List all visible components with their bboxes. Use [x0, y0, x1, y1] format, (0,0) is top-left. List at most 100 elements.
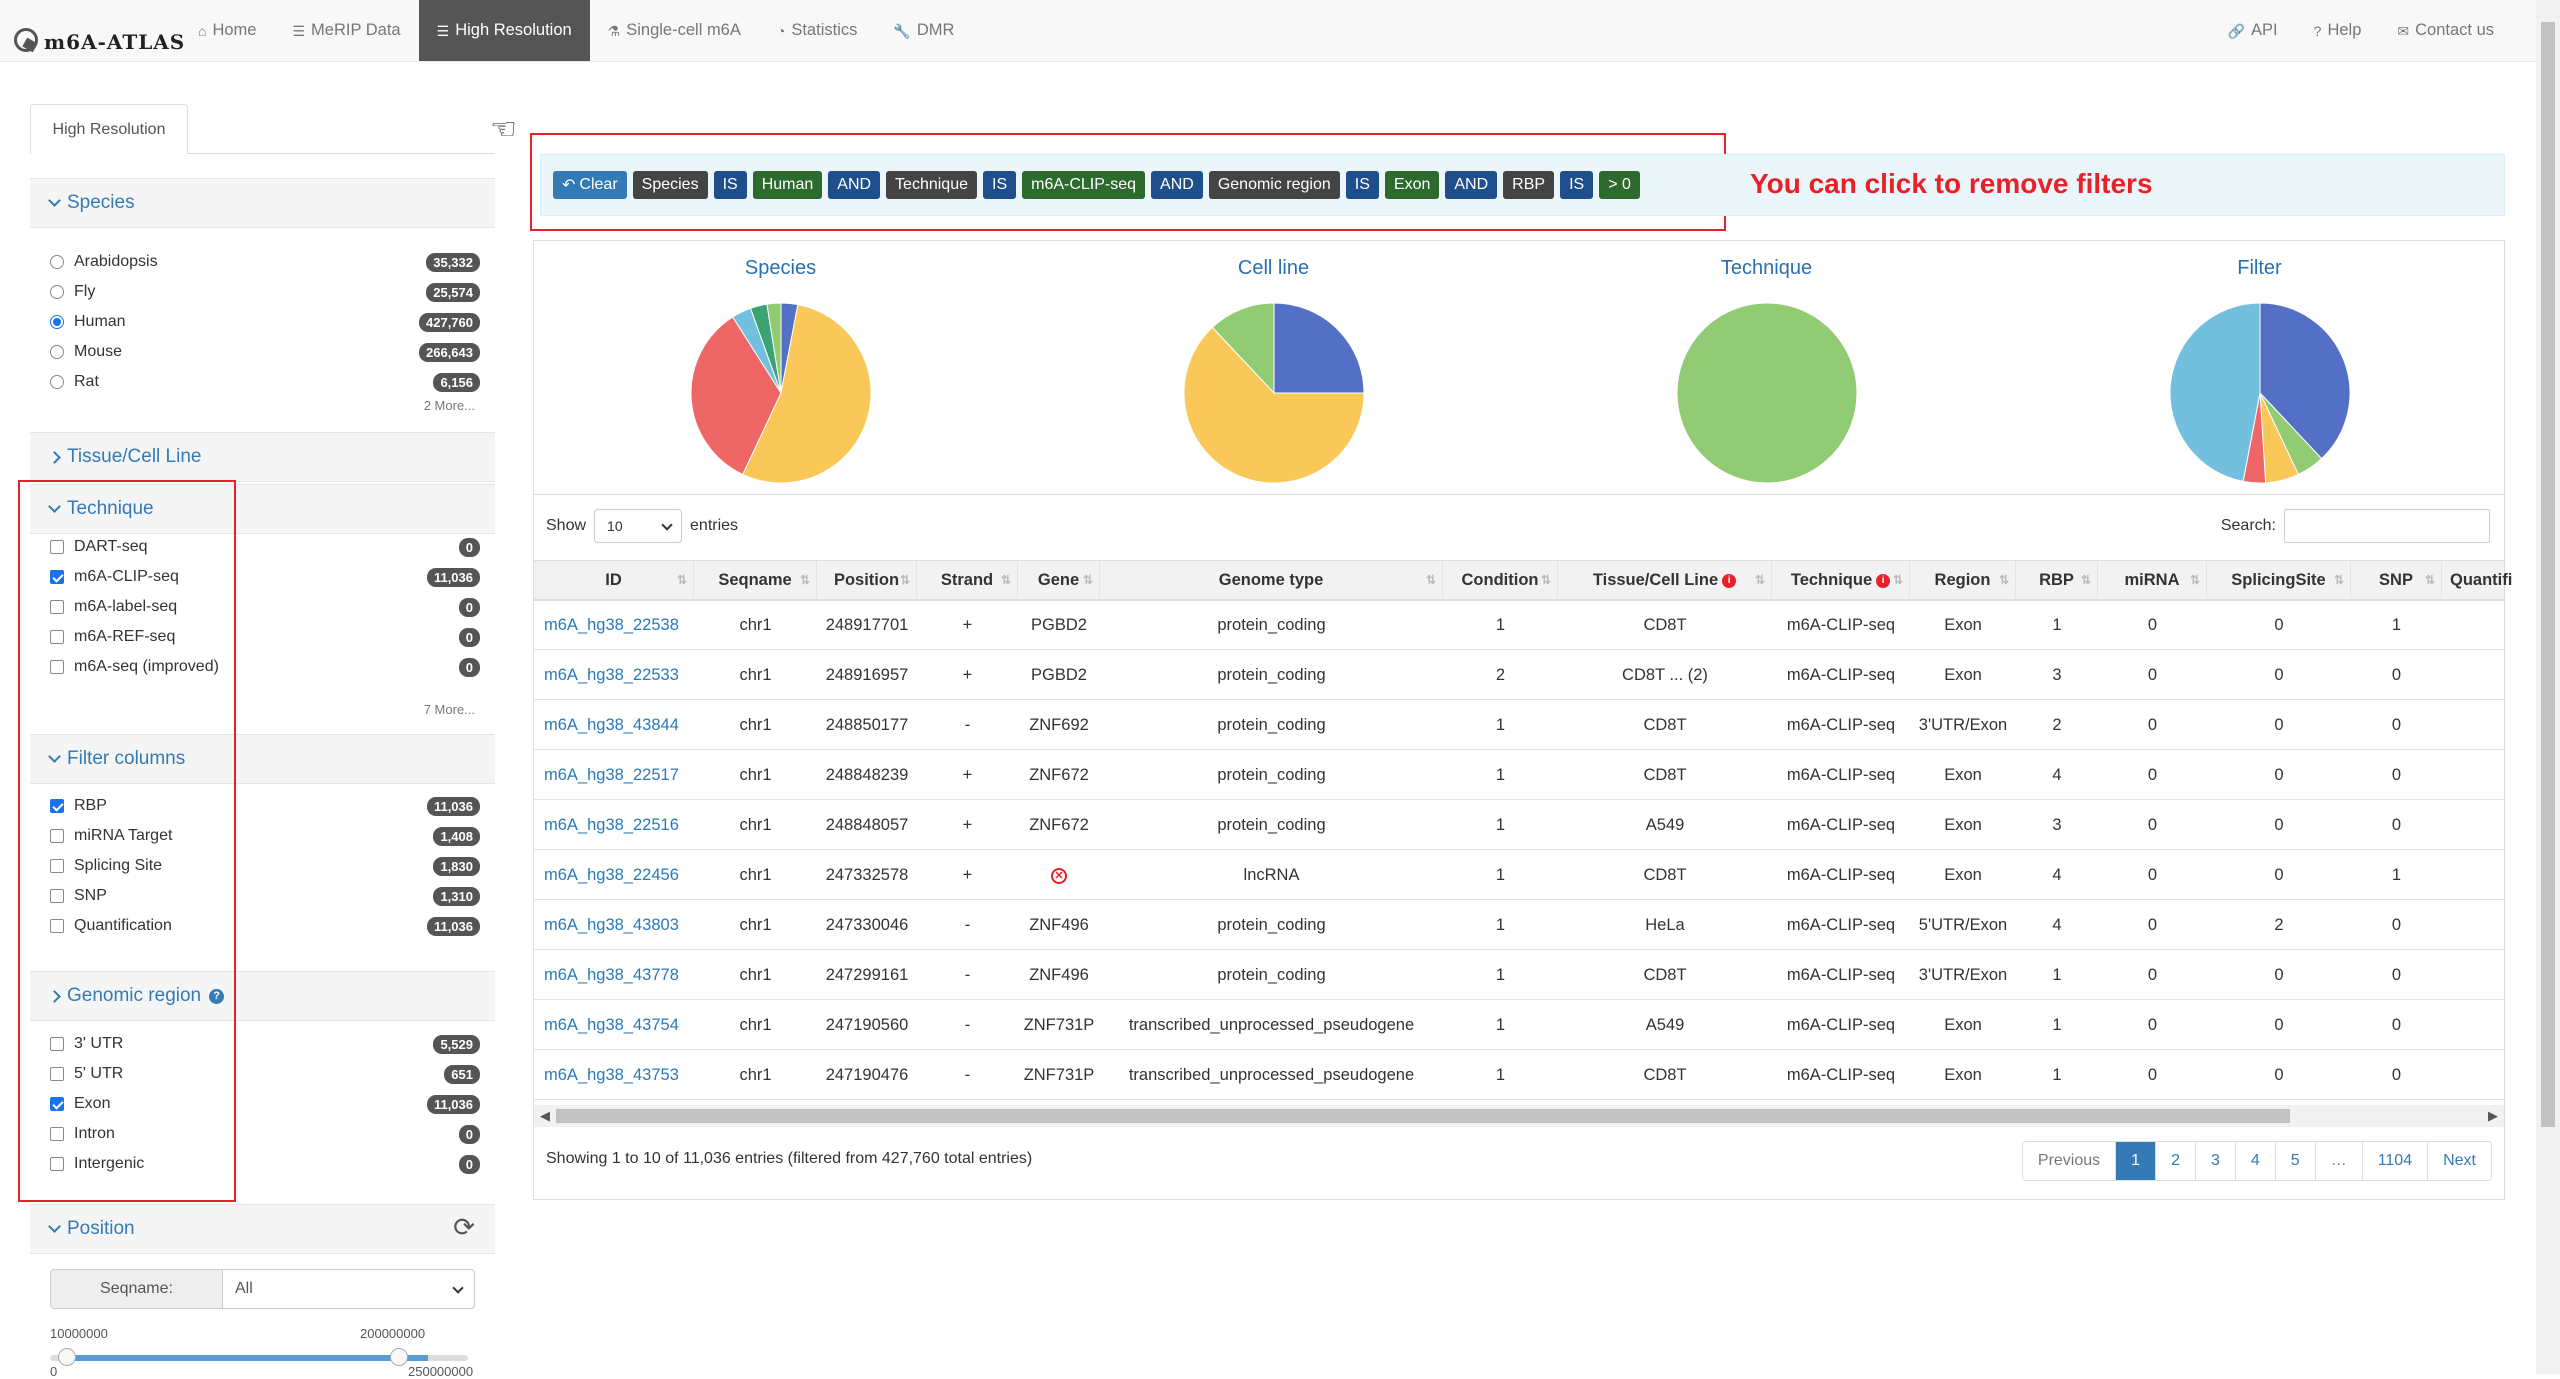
row-id-link[interactable]: m6A_hg38_22538 — [544, 616, 679, 634]
seqname-select[interactable]: All — [223, 1270, 474, 1308]
option-technique-m6a-clip-seq[interactable]: m6A-CLIP-seq 11,036 — [50, 562, 480, 592]
scroll-right-icon[interactable]: ▶ — [2488, 1108, 2498, 1123]
option-technique-m6a-ref-seq[interactable]: m6A-REF-seq 0 — [50, 622, 480, 652]
row-id-link[interactable]: m6A_hg38_43753 — [544, 1066, 679, 1084]
column-header-technique[interactable]: Technique i ⇅ — [1772, 561, 1910, 600]
column-header-condition[interactable]: Condition ⇅ — [1443, 561, 1558, 600]
filter-chip-clear[interactable]: ↶ Clear — [553, 171, 627, 199]
scroll-left-icon[interactable]: ◀ — [540, 1108, 550, 1123]
sort-icon[interactable]: ⇅ — [2080, 573, 2091, 587]
page-button[interactable]: 4 — [2235, 1142, 2276, 1180]
checkbox[interactable] — [50, 570, 64, 584]
filter-chip-and[interactable]: AND — [1151, 171, 1203, 199]
nav-contact-us[interactable]: ✉ Contact us — [2379, 0, 2512, 61]
nav-home[interactable]: ⌂ Home — [180, 0, 274, 61]
option-species-fly[interactable]: Fly 25,574 — [50, 277, 480, 307]
sort-icon[interactable]: ⇅ — [1082, 573, 1093, 587]
section-position[interactable]: Position — [30, 1204, 495, 1254]
option-genomic_region-intergenic[interactable]: Intergenic 0 — [50, 1149, 480, 1179]
option-filter_columns-rbp[interactable]: RBP 11,036 — [50, 791, 480, 821]
next-page-button[interactable]: Next — [2428, 1142, 2491, 1180]
row-id-link[interactable]: m6A_hg38_43778 — [544, 966, 679, 984]
pie-slice[interactable] — [742, 304, 872, 484]
option-technique-m6a-label-seq[interactable]: m6A-label-seq 0 — [50, 592, 480, 622]
filter-chip-is[interactable]: IS — [1345, 171, 1379, 199]
checkbox[interactable] — [50, 630, 64, 644]
checkbox[interactable] — [50, 1127, 64, 1141]
filter-chip-and[interactable]: AND — [1445, 171, 1498, 199]
option-technique-dart-seq[interactable]: DART-seq 0 — [50, 532, 480, 562]
option-genomic_region-3-utr[interactable]: 3' UTR 5,529 — [50, 1029, 480, 1059]
brand-logo[interactable]: m6A-ATLAS — [14, 8, 185, 54]
nav-api[interactable]: 🔗 API — [2210, 0, 2296, 61]
pie-slice[interactable] — [2169, 302, 2261, 482]
checkbox[interactable] — [50, 1067, 64, 1081]
option-species-arabidopsis[interactable]: Arabidopsis 35,332 — [50, 247, 480, 277]
checkbox[interactable] — [50, 799, 64, 813]
filter-chip-is[interactable]: IS — [713, 171, 747, 199]
column-header-region[interactable]: Region ⇅ — [1910, 561, 2016, 600]
nav-dmr[interactable]: 🔧 DMR — [875, 0, 972, 61]
species-more-link[interactable]: 2 More... — [423, 398, 475, 413]
checkbox[interactable] — [50, 600, 64, 614]
nav-merip-data[interactable]: ☰ MeRIP Data — [274, 0, 418, 61]
filter-chip-rbp[interactable]: RBP — [1503, 171, 1555, 199]
option-filter_columns-mirna-target[interactable]: miRNA Target 1,408 — [50, 821, 480, 851]
row-id-link[interactable]: m6A_hg38_22456 — [544, 866, 679, 884]
pie-slice[interactable] — [766, 302, 782, 394]
section-genomic-region[interactable]: Genomic region? — [30, 971, 495, 1021]
sort-icon[interactable]: ⇅ — [1425, 573, 1436, 587]
radio-button[interactable] — [50, 285, 64, 299]
option-species-mouse[interactable]: Mouse 266,643 — [50, 337, 480, 367]
slider-max-handle[interactable] — [390, 1348, 408, 1366]
option-genomic_region-intron[interactable]: Intron 0 — [50, 1119, 480, 1149]
column-header-mirna[interactable]: miRNA ⇅ — [2098, 561, 2207, 600]
filter-chip-and[interactable]: AND — [828, 171, 881, 199]
radio-button[interactable] — [50, 345, 64, 359]
pie-slice[interactable] — [1211, 302, 1275, 395]
previous-page-button[interactable]: Previous — [2022, 1142, 2117, 1180]
filter-chip-species[interactable]: Species — [632, 171, 708, 199]
page-length-select[interactable]: 10 — [594, 509, 683, 543]
checkbox[interactable] — [50, 859, 64, 873]
option-genomic_region-exon[interactable]: Exon 11,036 — [50, 1089, 480, 1119]
row-id-link[interactable]: m6A_hg38_43754 — [544, 1016, 679, 1034]
section-technique[interactable]: Technique — [30, 484, 495, 534]
pie-slice[interactable] — [1676, 302, 1858, 484]
nav-statistics[interactable]: ◔ Statistics — [759, 0, 876, 61]
filter-chip-exon[interactable]: Exon — [1384, 171, 1440, 199]
refresh-icon[interactable]: ⟳ — [453, 1212, 475, 1242]
filter-chip-m6a-clip-seq[interactable]: m6A-CLIP-seq — [1022, 171, 1146, 199]
column-header-snp[interactable]: SNP ⇅ — [2351, 561, 2442, 600]
page-button[interactable]: 2 — [2156, 1142, 2196, 1180]
column-header-quantifi[interactable]: Quantifi — [2442, 561, 2512, 600]
row-id-link[interactable]: m6A_hg38_43803 — [544, 916, 679, 934]
sort-icon[interactable]: ⇅ — [2424, 573, 2435, 587]
page-button[interactable]: 1 — [2116, 1142, 2157, 1180]
checkbox[interactable] — [50, 889, 64, 903]
sort-icon[interactable]: ⇅ — [899, 573, 910, 587]
row-id-link[interactable]: m6A_hg38_22517 — [544, 766, 679, 784]
slider-min-handle[interactable] — [58, 1348, 76, 1366]
option-filter_columns-quantification[interactable]: Quantification 11,036 — [50, 911, 480, 941]
filter-chip-technique[interactable]: Technique — [886, 171, 977, 199]
filter-chip-genomic-region[interactable]: Genomic region — [1208, 171, 1340, 199]
row-id-link[interactable]: m6A_hg38_22533 — [544, 666, 679, 684]
tab-high-resolution[interactable]: High Resolution — [30, 104, 188, 154]
option-species-human[interactable]: Human 427,760 — [50, 307, 480, 337]
info-icon[interactable]: i — [1876, 573, 1891, 588]
column-header-tissue-cell-line[interactable]: Tissue/Cell Line i ⇅ — [1558, 561, 1772, 600]
nav-help[interactable]: ? Help — [2296, 0, 2380, 61]
checkbox[interactable] — [50, 1157, 64, 1171]
nav-single-cell-m6a[interactable]: ⚗ Single-cell m6A — [590, 0, 759, 61]
column-header-genome-type[interactable]: Genome type ⇅ — [1100, 561, 1443, 600]
sort-icon[interactable]: ⇅ — [1000, 573, 1011, 587]
page-button[interactable]: 3 — [2195, 1142, 2236, 1180]
page-button[interactable]: 1104 — [2362, 1142, 2429, 1180]
checkbox[interactable] — [50, 919, 64, 933]
filter-chip-is[interactable]: IS — [1560, 171, 1594, 199]
horizontal-scroll-thumb[interactable] — [556, 1109, 2290, 1123]
radio-button[interactable] — [50, 315, 64, 329]
search-input[interactable] — [2284, 509, 2490, 543]
option-filter_columns-splicing-site[interactable]: Splicing Site 1,830 — [50, 851, 480, 881]
